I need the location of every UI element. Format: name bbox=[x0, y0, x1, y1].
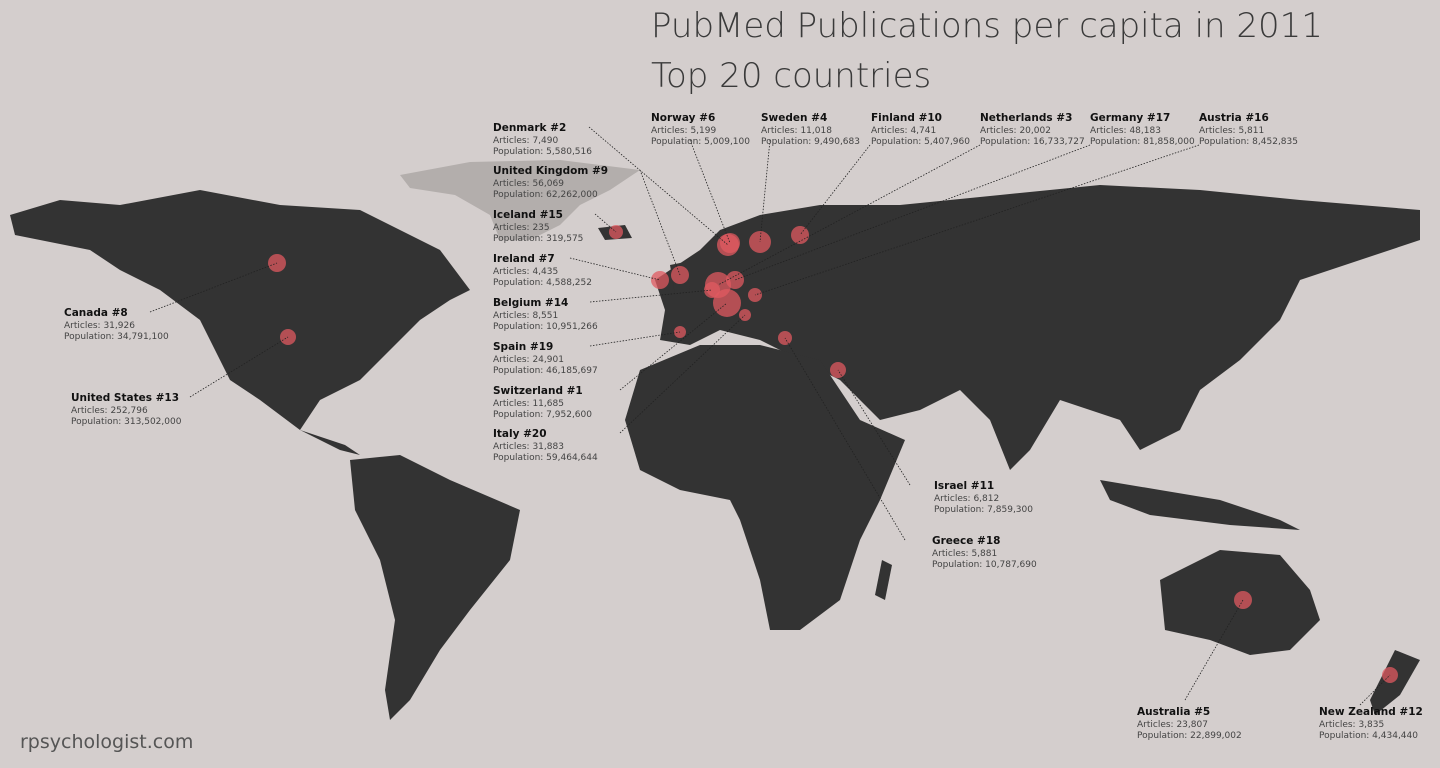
leader-line bbox=[588, 126, 729, 246]
country-population: Population: 5,580,516 bbox=[493, 147, 592, 157]
country-name: Italy #20 bbox=[493, 428, 547, 440]
country-articles: Articles: 7,490 bbox=[493, 136, 558, 146]
country-name: Sweden #4 bbox=[761, 112, 827, 124]
leader-line bbox=[189, 336, 289, 398]
leader-line bbox=[1184, 599, 1244, 701]
country-articles: Articles: 11,018 bbox=[761, 126, 832, 136]
country-articles: Articles: 23,807 bbox=[1137, 720, 1208, 730]
country-name: Australia #5 bbox=[1137, 706, 1210, 718]
continents bbox=[10, 160, 1420, 720]
country-name: New Zealand #12 bbox=[1319, 706, 1423, 718]
indonesia bbox=[1100, 480, 1300, 530]
country-articles: Articles: 31,926 bbox=[64, 321, 135, 331]
country-name: Belgium #14 bbox=[493, 297, 568, 309]
country-population: Population: 22,899,002 bbox=[1137, 731, 1242, 741]
country-population: Population: 7,859,300 bbox=[934, 505, 1033, 515]
country-marker bbox=[726, 271, 744, 289]
country-population: Population: 4,588,252 bbox=[493, 278, 592, 288]
leader-line bbox=[754, 144, 1200, 296]
country-population: Population: 319,575 bbox=[493, 234, 583, 244]
country-population: Population: 16,733,727 bbox=[980, 137, 1085, 147]
country-population: Population: 5,009,100 bbox=[651, 137, 750, 147]
country-population: Population: 9,490,683 bbox=[761, 137, 860, 147]
country-population: Population: 62,262,000 bbox=[493, 190, 598, 200]
country-articles: Articles: 48,183 bbox=[1090, 126, 1161, 136]
country-articles: Articles: 4,741 bbox=[871, 126, 936, 136]
country-name: United States #13 bbox=[71, 392, 179, 404]
country-articles: Articles: 11,685 bbox=[493, 399, 564, 409]
country-name: Norway #6 bbox=[651, 112, 715, 124]
leader-line bbox=[759, 139, 771, 243]
credit: rpsychologist.com bbox=[20, 731, 193, 753]
subtitle: Top 20 countries bbox=[651, 56, 931, 96]
madagascar bbox=[875, 560, 892, 600]
country-population: Population: 34,791,100 bbox=[64, 332, 169, 342]
country-population: Population: 7,952,600 bbox=[493, 410, 592, 420]
country-name: Canada #8 bbox=[64, 307, 128, 319]
leader-line bbox=[589, 289, 713, 303]
leader-line bbox=[589, 331, 681, 347]
leader-line bbox=[784, 337, 906, 541]
africa bbox=[625, 345, 905, 630]
country-name: Denmark #2 bbox=[493, 122, 566, 134]
country-name: Switzerland #1 bbox=[493, 385, 583, 397]
eurasia bbox=[655, 185, 1420, 470]
leader-line bbox=[569, 257, 661, 281]
country-population: Population: 10,787,690 bbox=[932, 560, 1037, 570]
country-name: Finland #10 bbox=[871, 112, 942, 124]
country-articles: Articles: 31,883 bbox=[493, 442, 564, 452]
country-articles: Articles: 4,435 bbox=[493, 267, 558, 277]
country-articles: Articles: 5,881 bbox=[932, 549, 997, 559]
country-name: Austria #16 bbox=[1199, 112, 1269, 124]
country-articles: Articles: 20,002 bbox=[980, 126, 1051, 136]
leader-line bbox=[619, 302, 728, 391]
country-name: Spain #19 bbox=[493, 341, 553, 353]
country-population: Population: 5,407,960 bbox=[871, 137, 970, 147]
country-name: Ireland #7 bbox=[493, 253, 555, 265]
country-name: Netherlands #3 bbox=[980, 112, 1072, 124]
country-population: Population: 313,502,000 bbox=[71, 417, 182, 427]
country-articles: Articles: 3,835 bbox=[1319, 720, 1384, 730]
country-marker bbox=[704, 282, 720, 298]
country-articles: Articles: 56,069 bbox=[493, 179, 564, 189]
country-population: Population: 59,464,644 bbox=[493, 453, 598, 463]
country-marker bbox=[651, 271, 669, 289]
leader-line bbox=[799, 144, 871, 236]
country-articles: Articles: 5,199 bbox=[651, 126, 716, 136]
country-name: Israel #11 bbox=[934, 480, 994, 492]
leader-line bbox=[689, 139, 731, 244]
country-name: Iceland #15 bbox=[493, 209, 563, 221]
country-marker bbox=[1234, 591, 1252, 609]
country-articles: Articles: 5,811 bbox=[1199, 126, 1264, 136]
country-articles: Articles: 6,812 bbox=[934, 494, 999, 504]
country-name: United Kingdom #9 bbox=[493, 165, 608, 177]
country-articles: Articles: 8,551 bbox=[493, 311, 558, 321]
leader-line bbox=[639, 169, 681, 276]
country-population: Population: 4,434,440 bbox=[1319, 731, 1418, 741]
country-population: Population: 8,452,835 bbox=[1199, 137, 1298, 147]
leader-line bbox=[1359, 674, 1391, 706]
country-articles: Articles: 235 bbox=[493, 223, 550, 233]
country-name: Germany #17 bbox=[1090, 112, 1170, 124]
country-marker bbox=[713, 289, 741, 317]
south-america bbox=[350, 455, 520, 720]
north-america bbox=[10, 190, 470, 455]
title: PubMed Publications per capita in 2011 bbox=[651, 6, 1323, 46]
country-population: Population: 81,858,000 bbox=[1090, 137, 1195, 147]
greenland bbox=[400, 160, 640, 240]
new-zealand bbox=[1370, 650, 1420, 715]
country-name: Greece #18 bbox=[932, 535, 1000, 547]
leader-line bbox=[734, 144, 1091, 281]
country-articles: Articles: 252,796 bbox=[71, 406, 148, 416]
country-population: Population: 46,185,697 bbox=[493, 366, 598, 376]
country-population: Population: 10,951,266 bbox=[493, 322, 598, 332]
country-articles: Articles: 24,901 bbox=[493, 355, 564, 365]
country-marker bbox=[720, 233, 740, 253]
